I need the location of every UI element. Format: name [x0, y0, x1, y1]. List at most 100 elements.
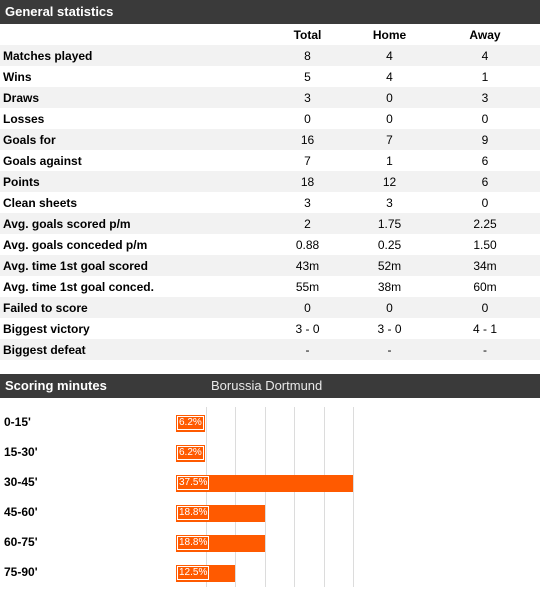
cell-home: 52m	[349, 255, 430, 276]
chart-bar: 6.2%	[176, 445, 205, 462]
table-header-row: Total Home Away	[0, 24, 540, 45]
chart-row: 60-75' 18.8%	[0, 527, 540, 557]
cell-home: 0.25	[377, 237, 402, 252]
cell-home: 3	[386, 195, 393, 210]
cell-away: -	[430, 339, 540, 360]
table-row: Losses 0 0 0	[0, 108, 540, 129]
cell-label: Goals against	[3, 153, 82, 168]
scoring-minutes-chart: 0-15' 6.2% 15-30' 6.2% 30-45' 37.5% 45-60' 18.8…	[0, 407, 540, 587]
table-row: Avg. time 1st goal scored 43m 52m 34m	[0, 255, 540, 276]
category-label: 30-45'	[4, 475, 38, 489]
cell-label: Points	[0, 171, 266, 192]
cell-home: 1	[386, 153, 393, 168]
cell-away: 9	[430, 129, 540, 150]
cell-home: 0	[349, 87, 430, 108]
category-label: 45-60'	[4, 505, 38, 519]
cell-home: 1.75	[349, 213, 430, 234]
cell-total: 2	[266, 213, 349, 234]
cell-total: 0	[304, 111, 311, 126]
cell-total: 3 - 0	[295, 321, 320, 336]
cell-label: Biggest defeat	[0, 339, 266, 360]
cell-total: 8	[266, 45, 349, 66]
cell-total: 43m	[266, 255, 349, 276]
chart-bar: 18.8%	[176, 505, 265, 522]
general-statistics-table: Total Home Away Matches played 8 4 4 Wins 5 4 1…	[0, 24, 540, 360]
cell-label: Matches played	[0, 45, 266, 66]
cell-label: Avg. goals conceded p/m	[3, 237, 148, 252]
cell-label: Goals for	[0, 129, 266, 150]
team-name: Borussia Dortmund	[211, 378, 323, 393]
chart-gridline	[235, 407, 236, 587]
cell-away: 3	[430, 87, 540, 108]
category-label: 60-75'	[4, 535, 38, 549]
cell-total: 3	[266, 87, 349, 108]
scoring-minutes-title: Scoring minutes	[5, 378, 107, 393]
column-header-home: Home	[372, 27, 407, 42]
cell-label: Clean sheets	[3, 195, 78, 210]
chart-spacer	[0, 398, 540, 407]
chart-bar: 37.5%	[176, 475, 353, 492]
chart-bar: 12.5%	[176, 565, 235, 582]
cell-away: 0	[481, 111, 489, 126]
cell-home: 4	[386, 69, 393, 84]
cell-away: 4	[430, 45, 540, 66]
bar-value-label: 18.8%	[176, 536, 210, 550]
table-row: Biggest victory 3 - 0 3 - 0 4 - 1	[0, 318, 540, 339]
cell-home: 7	[349, 129, 430, 150]
cell-away: 6	[481, 153, 489, 168]
table-row: Avg. goals conceded p/m 0.88 0.25 1.50	[0, 234, 540, 255]
cell-total: 3	[304, 195, 311, 210]
table-row: Goals for 16 7 9	[0, 129, 540, 150]
chart-row: 30-45' 37.5%	[0, 467, 540, 497]
table-row: Goals against 7 1 6	[0, 150, 540, 171]
chart-row: 75-90' 12.5%	[0, 557, 540, 587]
chart-row: 45-60' 18.8%	[0, 497, 540, 527]
category-label: 75-90'	[4, 565, 38, 579]
cell-total: -	[266, 339, 349, 360]
bar-value-label: 6.2%	[177, 446, 204, 460]
chart-gridline	[265, 407, 266, 587]
statistics-rows: Matches played 8 4 4 Wins 5 4 1 Draws 3 0 3 Losses 0 0…	[0, 45, 540, 360]
chart-gridline	[324, 407, 325, 587]
chart-gridline	[353, 407, 354, 587]
general-statistics-title: General statistics	[5, 4, 114, 19]
cell-home: 0	[349, 297, 430, 318]
table-row: Wins 5 4 1	[0, 66, 540, 87]
cell-total: 55m	[295, 279, 320, 294]
cell-label: Biggest victory	[3, 321, 90, 336]
chart-row: 15-30' 6.2%	[0, 437, 540, 467]
cell-away: 0	[481, 195, 489, 210]
cell-label: Failed to score	[0, 297, 266, 318]
table-row: Clean sheets 3 3 0	[0, 192, 540, 213]
table-row: Biggest defeat - - -	[0, 339, 540, 360]
cell-home: 0	[386, 111, 393, 126]
cell-away: 4 - 1	[472, 321, 497, 336]
cell-away: 60m	[473, 279, 497, 294]
cell-total: 18	[266, 171, 349, 192]
cell-home: 38m	[377, 279, 402, 294]
cell-home: 12	[349, 171, 430, 192]
scoring-minutes-header: Scoring minutes Borussia Dortmund	[0, 374, 540, 398]
cell-total: 16	[266, 129, 349, 150]
chart-gridline	[206, 407, 207, 587]
chart-bar: 18.8%	[176, 535, 265, 552]
column-header-away: Away	[469, 27, 501, 42]
cell-total: 0.88	[295, 237, 320, 252]
column-header-total: Total	[293, 27, 322, 42]
cell-away: 2.25	[430, 213, 540, 234]
cell-total: 7	[304, 153, 311, 168]
bar-value-label: 37.5%	[176, 476, 210, 490]
cell-label: Wins	[3, 69, 32, 84]
cell-label: Avg. time 1st goal scored	[0, 255, 266, 276]
cell-away: 1	[481, 69, 489, 84]
category-label: 0-15'	[4, 415, 31, 429]
bar-value-label: 18.8%	[176, 506, 210, 520]
section-spacer	[0, 360, 540, 374]
table-row: Avg. time 1st goal conced. 55m 38m 60m	[0, 276, 540, 297]
category-label: 15-30'	[4, 445, 38, 459]
table-row: Failed to score 0 0 0	[0, 297, 540, 318]
cell-away: 34m	[430, 255, 540, 276]
cell-total: 0	[266, 297, 349, 318]
column-header-label	[0, 24, 266, 45]
cell-away: 0	[430, 297, 540, 318]
